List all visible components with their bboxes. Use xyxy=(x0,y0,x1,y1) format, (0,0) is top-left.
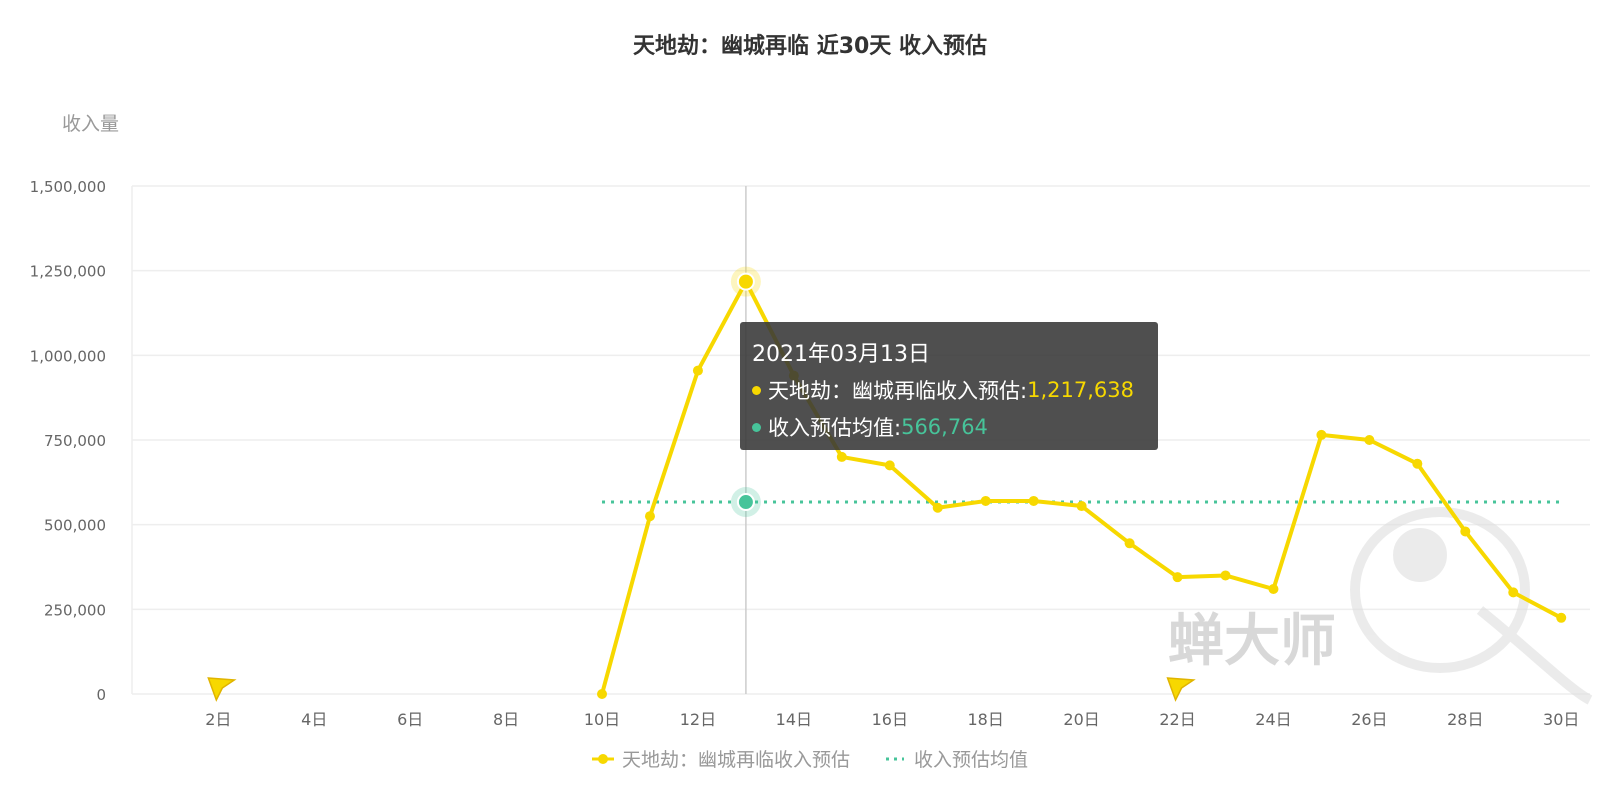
data-point xyxy=(1268,584,1279,595)
y-tick-label: 750,000 xyxy=(44,432,106,450)
tooltip-row-series: 天地劫：幽城再临收入预估: 1,217,638 xyxy=(752,375,1146,405)
tooltip-series-value: 1,217,638 xyxy=(1027,378,1134,402)
tooltip-row-average: 收入预估均值: 566,764 xyxy=(752,412,1146,442)
x-tick-label: 16日 xyxy=(872,710,908,729)
x-tick-label: 14日 xyxy=(776,710,812,729)
data-point xyxy=(597,689,608,699)
x-tick-label: 6日 xyxy=(397,710,423,729)
chart-title: 天地劫：幽城再临 近30天 收入预估 xyxy=(633,34,987,59)
x-tick-label: 12日 xyxy=(680,710,716,729)
x-tick-label: 10日 xyxy=(584,710,620,729)
data-point xyxy=(1412,458,1423,469)
legend-series-label: 天地劫：幽城再临收入预估 xyxy=(621,749,850,771)
data-point xyxy=(1508,587,1519,598)
data-point xyxy=(1316,429,1327,440)
grid-layer xyxy=(131,185,1590,695)
flag-marker-icon xyxy=(207,677,237,702)
marker-layer xyxy=(207,677,1196,702)
x-tick-label: 28日 xyxy=(1447,710,1483,729)
data-point xyxy=(1076,501,1087,512)
average-dot-icon xyxy=(752,422,761,432)
flag-marker-icon xyxy=(1166,677,1196,702)
watermark-text: 蝉大师 xyxy=(1168,609,1336,674)
data-point xyxy=(692,365,703,376)
highlight-point xyxy=(736,272,755,291)
data-point xyxy=(1364,435,1375,445)
data-point xyxy=(1220,570,1231,581)
x-tick-label: 30日 xyxy=(1543,710,1579,729)
data-point xyxy=(884,460,895,471)
x-tick-label: 26日 xyxy=(1351,710,1387,729)
x-tick-label: 20日 xyxy=(1063,710,1099,729)
x-tick-label: 4日 xyxy=(301,710,327,729)
legend-line-icon xyxy=(591,753,614,764)
x-tick-label: 24日 xyxy=(1255,710,1291,729)
tooltip-date: 2021年03月13日 xyxy=(752,342,930,367)
y-tick-label: 250,000 xyxy=(44,601,106,619)
data-point xyxy=(932,502,943,513)
y-tick-label: 500,000 xyxy=(44,517,106,535)
data-point xyxy=(644,511,655,522)
data-point xyxy=(1556,612,1567,623)
legend-item-average[interactable]: 收入预估均值 xyxy=(884,745,1028,772)
data-point xyxy=(1028,495,1039,506)
data-point xyxy=(980,495,991,506)
x-tick-label: 2日 xyxy=(205,710,231,729)
data-point xyxy=(1172,572,1183,583)
data-point xyxy=(836,451,847,462)
legend-dotted-icon xyxy=(886,757,904,760)
series-layer xyxy=(597,266,1567,699)
x-tick-label: 18日 xyxy=(968,710,1004,729)
data-point xyxy=(1460,526,1471,537)
y-tick-label: 1,000,000 xyxy=(30,347,106,365)
watermark: 蝉大师 xyxy=(1168,507,1593,705)
tooltip: 2021年03月13日 天地劫：幽城再临收入预估: 1,217,638 收入预估… xyxy=(740,322,1158,450)
tooltip-average-value: 566,764 xyxy=(901,415,988,439)
tooltip-series-label: 天地劫：幽城再临收入预估: xyxy=(768,379,1028,403)
data-point xyxy=(1124,538,1135,549)
average-highlight-point xyxy=(736,493,755,512)
legend: 天地劫：幽城再临收入预估 收入预估均值 xyxy=(0,745,1620,772)
legend-item-series[interactable]: 天地劫：幽城再临收入预估 xyxy=(591,745,850,772)
series-dot-icon xyxy=(752,385,761,395)
x-tick-label: 8日 xyxy=(493,710,519,729)
axis-layer: 0 250,000 500,000 750,000 1,000,000 1,250,000… xyxy=(30,178,1580,729)
y-tick-label: 1,500,000 xyxy=(30,178,106,196)
tooltip-average-label: 收入预估均值: xyxy=(768,416,902,440)
legend-average-label: 收入预估均值 xyxy=(914,749,1029,771)
x-tick-label: 22日 xyxy=(1159,710,1195,729)
y-tick-label: 1,250,000 xyxy=(30,263,106,281)
y-axis-label: 收入量 xyxy=(62,113,119,135)
y-tick-label: 0 xyxy=(96,686,106,704)
